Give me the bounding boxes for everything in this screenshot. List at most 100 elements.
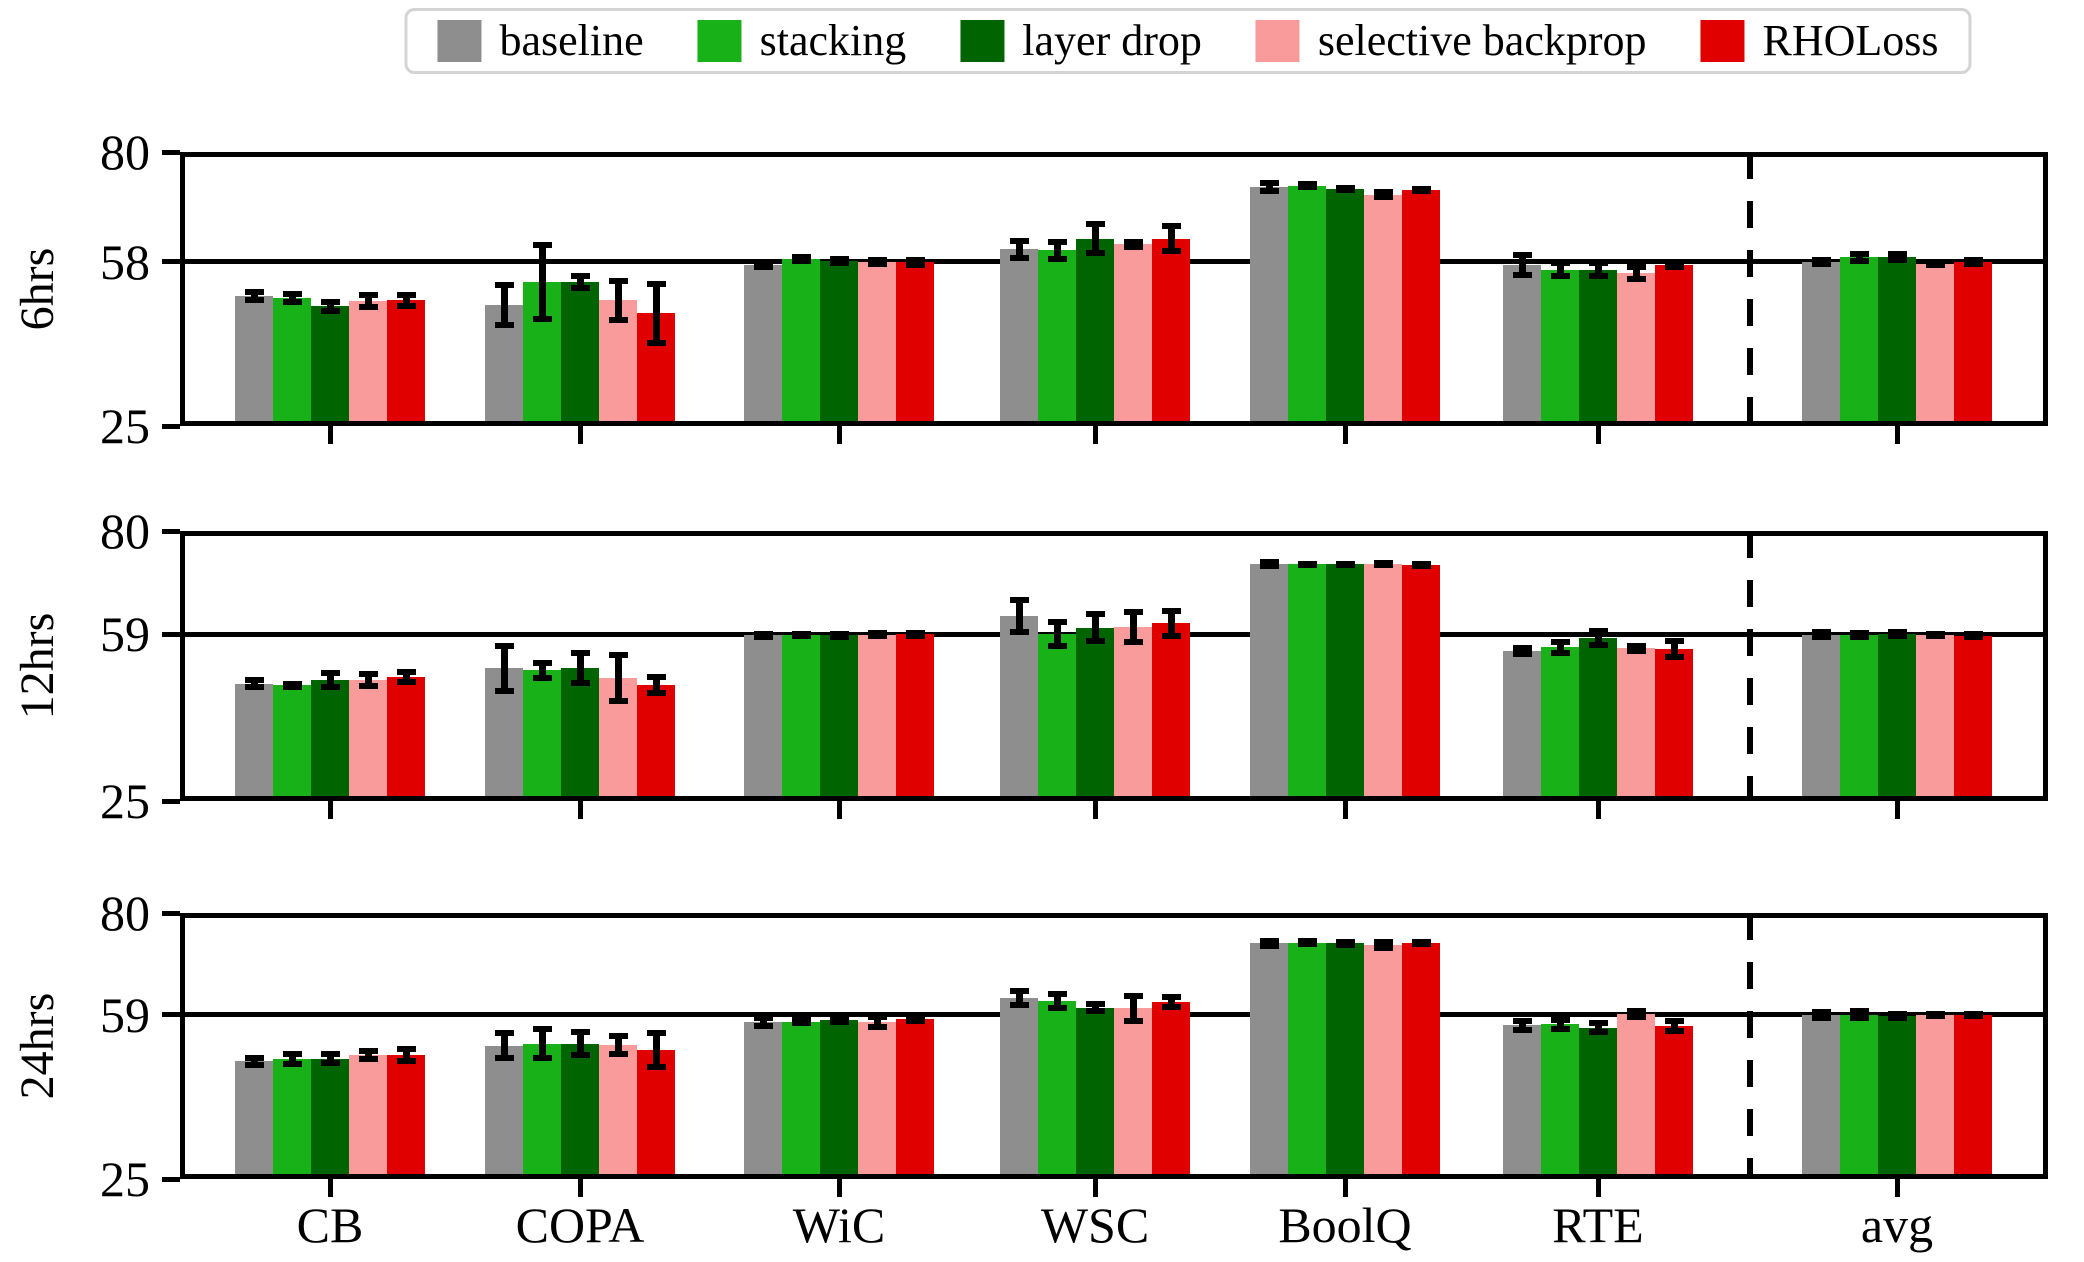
error-cap-top [494,642,514,649]
error-cap-bottom [1925,633,1945,640]
x-tick-mark-WiC [836,1179,842,1197]
error-cap-bottom [608,1050,628,1057]
bar-baseline-WiC [744,635,782,801]
error-cap-top [867,1013,887,1020]
error-cap-top [1588,1020,1608,1027]
error-cap-bottom [320,1060,340,1067]
error-cap-bottom [358,682,378,689]
error-cap-bottom [1373,194,1393,201]
error-cap-top [905,256,925,263]
legend: baseline stacking layer drop selective back… [404,8,1972,74]
bar-selective-backprop-BoolQ [1364,194,1402,426]
error-cap-bottom [1963,261,1983,268]
error-bar-stacking-CB [288,293,296,302]
bar-baseline-CB [235,296,273,426]
error-cap-bottom [1411,941,1431,948]
legend-label: layer drop [1022,16,1202,65]
bar-layer-drop-COPA [561,667,599,801]
error-cap-bottom [282,1061,302,1068]
x-tick-mark-BoolQ [1342,1179,1348,1197]
bar-layer-drop-CB [311,1058,349,1179]
error-cap-top [1550,260,1570,267]
error-cap-top [396,291,416,298]
bar-stacking-WiC [782,635,820,801]
error-cap-top [646,673,666,680]
error-bar-baseline-RTE [1518,254,1526,275]
error-cap-top [791,254,811,261]
y-tick-mark-59 [162,1012,180,1018]
error-cap-bottom [1887,1014,1907,1021]
bar-selective-backprop-COPA [599,1045,637,1179]
error-bar-layer-drop-WSC [1091,224,1099,254]
x-category-label-WiC: WiC [792,1197,886,1253]
bar-layer-drop-BoolQ [1326,188,1364,426]
legend-swatch-baseline [437,20,482,62]
bar-RHOLoss-CB [387,677,425,801]
bar-stacking-WiC [782,1021,820,1179]
error-cap-bottom [1297,184,1317,191]
bar-baseline-CB [235,1061,273,1179]
error-cap-bottom [570,1051,590,1058]
error-bar-baseline-WSC [1015,600,1023,632]
y-tick-mark-80 [162,910,180,916]
error-cap-bottom [1849,634,1869,641]
error-cap-bottom [1335,941,1355,948]
error-cap-bottom [532,1055,552,1062]
error-cap-bottom [1161,632,1181,639]
legend-label: baseline [499,16,644,65]
bar-selective-backprop-BoolQ [1364,563,1402,801]
error-cap-bottom [1123,243,1143,250]
error-cap-top [608,277,628,284]
error-cap-top [1811,629,1831,636]
error-cap-top [1373,189,1393,196]
bar-RHOLoss-RTE [1655,1025,1693,1179]
error-cap-top [1009,237,1029,244]
error-bar-baseline-CB [250,680,258,688]
error-cap-top [753,259,773,266]
error-cap-bottom [867,1023,887,1030]
error-cap-bottom [1259,943,1279,950]
error-bar-baseline-BoolQ [1265,183,1273,192]
error-cap-bottom [1811,1014,1831,1021]
bar-selective-backprop-WiC [858,261,896,426]
x-category-label-CB: CB [296,1197,364,1253]
x-category-label-BoolQ: BoolQ [1278,1197,1412,1253]
error-cap-top [1626,263,1646,270]
bar-RHOLoss-COPA [637,685,675,801]
error-cap-bottom [791,1020,811,1027]
error-bar-stacking-RTE [1556,1019,1564,1029]
y-tick-mark-58 [162,259,180,265]
bar-RHOLoss-RTE [1655,265,1693,426]
error-bar-baseline-COPA [500,1033,508,1058]
legend-swatch-stacking [697,20,742,62]
error-cap-top [1009,597,1029,604]
error-cap-bottom [753,1023,773,1030]
error-cap-top [905,1013,925,1020]
error-cap-top [1123,238,1143,245]
y-tick-label: 25 [100,1151,150,1207]
error-cap-bottom [320,307,340,314]
error-bar-selective-backprop-COPA [614,1036,622,1054]
error-cap-bottom [494,322,514,329]
dashed-separator-line [1747,913,1753,1179]
error-bar-layer-drop-CB [326,301,334,311]
error-bar-selective-backprop-COPA [614,280,622,321]
y-axis-label-12hrs: 12hrs [11,612,64,720]
error-bar-selective-backprop-COPA [614,654,622,701]
bar-stacking-WSC [1038,250,1076,426]
error-cap-bottom [1550,273,1570,280]
error-cap-top [570,1029,590,1036]
bar-baseline-COPA [485,1045,523,1179]
error-cap-bottom [791,633,811,640]
error-cap-bottom [1664,1027,1684,1034]
error-bar-layer-drop-COPA [576,276,584,288]
bar-baseline-RTE [1503,264,1541,426]
error-bar-stacking-RTE [1556,641,1564,653]
error-cap-bottom [494,1054,514,1061]
bar-stacking-BoolQ [1288,564,1326,801]
error-cap-bottom [1664,654,1684,661]
error-cap-top [1811,1009,1831,1016]
error-cap-bottom [1849,1015,1869,1022]
error-cap-bottom [905,1017,925,1024]
error-cap-top [1123,608,1143,615]
